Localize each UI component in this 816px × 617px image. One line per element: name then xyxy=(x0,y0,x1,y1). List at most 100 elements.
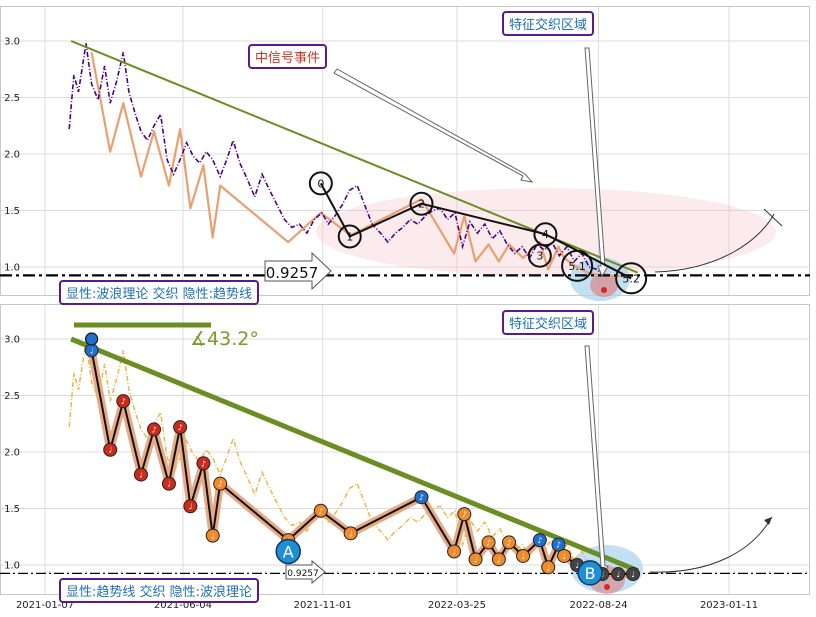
wave-dot-glyph: ♪ xyxy=(486,538,491,547)
top-event-badge: 中信号事件 xyxy=(248,44,328,69)
wave-dot-bottom xyxy=(557,548,572,563)
wave-dot-bottom xyxy=(133,467,148,482)
wave-dot-bottom xyxy=(626,567,641,582)
wave-dot-bottom xyxy=(457,507,472,522)
y-tick-label: 1.5 xyxy=(4,504,20,515)
x-tick-label: 2022-03-25 xyxy=(428,600,486,611)
x-tick-label: 2023-01-11 xyxy=(700,600,758,611)
point-label-bottom: B xyxy=(585,564,596,583)
wave-dot-glyph: ♪ xyxy=(151,425,156,434)
wave-dot-bottom xyxy=(116,394,131,409)
wave-dot-glyph: ♩ xyxy=(108,446,112,455)
y-tick-label: 2.5 xyxy=(4,93,20,104)
start-marker-bottom xyxy=(84,332,99,346)
wave-dot-bottom xyxy=(414,490,429,505)
projection-curve-bottom xyxy=(649,516,773,573)
wave-dot-glyph: ♪ xyxy=(419,493,424,502)
wave-dot-bottom xyxy=(205,528,220,543)
wave-dot-bottom xyxy=(516,548,531,563)
wave-dot-bottom xyxy=(502,535,517,550)
wave-skeleton-top xyxy=(319,182,632,280)
y-tick-label: 1.5 xyxy=(4,206,20,217)
wave-dot-bottom xyxy=(343,526,358,541)
plot-background xyxy=(0,304,810,595)
wave-dot-glyph: ♪ xyxy=(537,536,542,545)
red-point-bottom xyxy=(604,584,610,590)
wave-dot-glyph: ♪ xyxy=(201,459,206,468)
wave-dot-bottom xyxy=(196,456,211,471)
angle-label: ∡43.2° xyxy=(190,328,259,350)
wave-label-top: 2 xyxy=(418,198,425,211)
y-tick-label: 2.0 xyxy=(4,150,20,161)
projection-arrowhead-bottom xyxy=(764,517,772,525)
level-arrow-bottom xyxy=(285,559,326,585)
red-glow xyxy=(590,273,618,297)
wave-dot-glyph: ♩ xyxy=(90,346,94,355)
y-tick-label: 1.0 xyxy=(4,263,20,274)
red-point-top xyxy=(601,287,607,293)
y-tick-label: 3.0 xyxy=(4,335,20,346)
trend-line-bottom xyxy=(70,336,639,573)
wave-dot-glyph: ♩ xyxy=(521,552,525,561)
wave-dot-glyph: ♩ xyxy=(575,561,579,570)
wave-dot-glyph: ♩ xyxy=(349,529,353,538)
point-label-bottom: A xyxy=(283,542,294,561)
wave-dot-bottom xyxy=(147,422,162,437)
wave-dot-glyph: ♪ xyxy=(121,397,126,406)
wave-dot-glyph: ♩ xyxy=(616,570,620,579)
wave-dot-bottom xyxy=(481,535,496,550)
wave-dot-glyph: ♪ xyxy=(462,510,467,519)
bottom-chart-layer: ∡43.2°0.9257♩♩♪♩♪♩♪♩♪♩♪♩♪♩♪♩♪♩♪♩♪♩♪♩♪♩♩♩… xyxy=(0,322,810,594)
plot-frame xyxy=(0,6,810,296)
wave-marker-top xyxy=(409,191,434,216)
wave-dot-bottom xyxy=(213,476,228,491)
wave-dot-glyph: ♪ xyxy=(556,541,561,550)
wave-marker-top xyxy=(561,249,594,282)
wave-dot-bottom xyxy=(491,552,506,567)
wave-dot-glyph: ♩ xyxy=(188,502,192,511)
y-tick-label: 2.0 xyxy=(4,448,20,459)
wave-dot-bottom xyxy=(551,537,566,552)
price-line-top xyxy=(68,43,605,277)
wave-label-top: 4 xyxy=(542,228,549,241)
wave-dot-bottom xyxy=(161,476,176,491)
wave-dot-glyph: ♩ xyxy=(631,570,635,579)
top-chart-layer: 0.9257 0 1 2 3 4 5.1 5.2 xyxy=(0,40,810,301)
wave-dot-glyph: ♩ xyxy=(546,563,550,572)
wave-label-top: 0 xyxy=(317,177,324,190)
wave-dot-glyph: ♩ xyxy=(139,471,143,480)
x-tick-label: 2021-06-04 xyxy=(154,600,212,611)
point-marker-bottom xyxy=(577,560,603,586)
y-tick-label: 3.0 xyxy=(4,37,20,48)
point-marker-bottom xyxy=(275,538,301,565)
wave-dot-glyph: ♪ xyxy=(507,538,512,547)
wave-dot-glyph: ♩ xyxy=(497,555,501,564)
level-arrow-top xyxy=(264,251,332,291)
wave-label-top: 5.2 xyxy=(622,272,640,285)
bottom-legend-badge: 显性:趋势线 交织 隐性:波浪理论 xyxy=(59,578,260,603)
y-tick-label: 2.5 xyxy=(4,391,20,402)
x-tick-label: 2022-08-24 xyxy=(569,600,627,611)
wave-dot-bottom xyxy=(183,499,198,514)
wave-dot-bottom xyxy=(532,533,547,548)
level-label-bottom: 0.9257 xyxy=(287,569,319,579)
wave-dot-glyph: ♪ xyxy=(178,423,183,432)
wave-dot-glyph: ♩ xyxy=(562,552,566,561)
plot-frame xyxy=(0,304,810,595)
projection-cap-top xyxy=(763,208,783,227)
wave-marker-top xyxy=(615,262,648,295)
x-tick-label: 2021-11-01 xyxy=(294,600,352,611)
wave-label-top: 1 xyxy=(346,230,353,243)
wave-dot-glyph: ♩ xyxy=(211,532,215,541)
wave-dot-glyph: ♩ xyxy=(452,547,456,556)
x-tick-label: 2021-01-07 xyxy=(16,600,74,611)
wave-label-top: 5.1 xyxy=(568,260,586,273)
wave-marker-top xyxy=(533,222,558,247)
y-tick-label: 1.0 xyxy=(4,561,20,572)
wave-dot-bottom xyxy=(468,552,483,567)
top-region-badge: 特征交织区域 xyxy=(502,11,595,36)
wave-dot-glyph: ♩ xyxy=(474,555,478,564)
wave-dot-glyph: ♩ xyxy=(167,480,171,489)
wave-dot-bottom xyxy=(313,503,328,518)
